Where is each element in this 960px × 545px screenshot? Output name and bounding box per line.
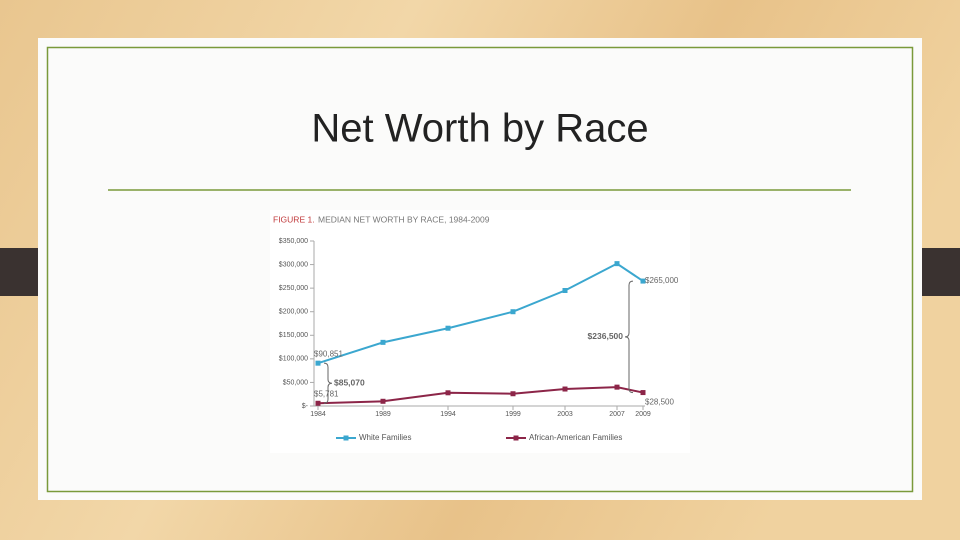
x-tick-label: 2003 bbox=[557, 411, 573, 418]
figure-label: FIGURE 1. bbox=[273, 214, 315, 224]
point bbox=[380, 398, 386, 404]
point bbox=[614, 384, 620, 390]
point bbox=[640, 278, 646, 284]
legend-marker bbox=[513, 435, 519, 441]
slide-border bbox=[46, 46, 914, 493]
legend-label: African-American Families bbox=[529, 433, 622, 442]
y-tick-label: $100,000 bbox=[279, 356, 308, 363]
point bbox=[315, 400, 321, 406]
value-label: $28,500 bbox=[645, 398, 674, 407]
point bbox=[380, 339, 386, 345]
value-label: $265,000 bbox=[645, 276, 679, 285]
value-label: $90,851 bbox=[314, 349, 343, 358]
point bbox=[445, 390, 451, 396]
point bbox=[445, 325, 451, 331]
y-tick-label: $200,000 bbox=[279, 309, 308, 316]
y-tick-label: $250,000 bbox=[279, 285, 308, 292]
annotation: $236,500 bbox=[588, 331, 624, 341]
chart-title: MEDIAN NET WORTH BY RACE, 1984-2009 bbox=[318, 214, 490, 224]
figure bbox=[270, 210, 690, 453]
plot: $- $50,000 $100,000 $150,000 $200,000 $250,00… bbox=[279, 238, 679, 442]
point bbox=[510, 391, 516, 397]
y-tick-label: $50,000 bbox=[283, 379, 308, 386]
x-tick-label: 2007 bbox=[609, 411, 625, 418]
x-tick-label: 1984 bbox=[310, 411, 326, 418]
point bbox=[614, 261, 620, 267]
y-tick-label: $300,000 bbox=[279, 261, 308, 268]
gap-brace bbox=[624, 280, 634, 394]
point bbox=[562, 386, 568, 392]
value-label: $5,781 bbox=[314, 389, 339, 398]
x-tick-label: 1994 bbox=[440, 411, 456, 418]
point bbox=[510, 309, 516, 315]
gap-brace bbox=[323, 362, 333, 404]
point bbox=[562, 288, 568, 293]
point bbox=[640, 390, 646, 396]
y-tick-label: $350,000 bbox=[279, 238, 308, 245]
x-tick-label: 2009 bbox=[635, 411, 651, 418]
y-tick-label: $150,000 bbox=[279, 332, 308, 339]
x-tick-label: 1999 bbox=[505, 411, 521, 418]
legend-label: White Families bbox=[359, 433, 411, 442]
legend-marker bbox=[343, 435, 349, 441]
slide-title: Net Worth by Race bbox=[311, 107, 648, 151]
annotation: $85,070 bbox=[334, 377, 365, 387]
y-tick-label: $- bbox=[302, 403, 309, 410]
point bbox=[315, 360, 321, 366]
x-tick-label: 1989 bbox=[375, 411, 391, 418]
